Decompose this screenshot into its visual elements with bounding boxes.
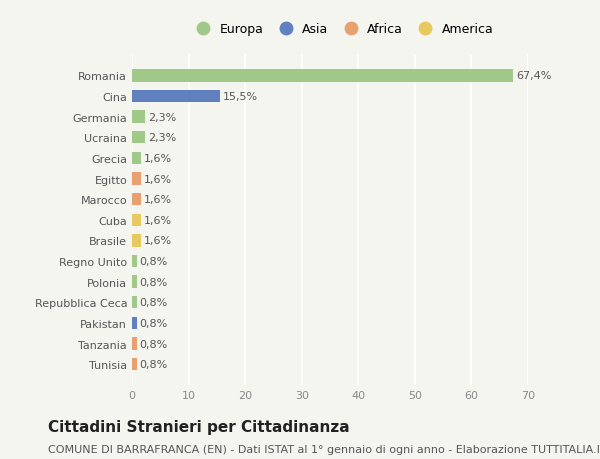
Text: Cittadini Stranieri per Cittadinanza: Cittadini Stranieri per Cittadinanza bbox=[48, 419, 350, 434]
Bar bbox=[132, 111, 145, 123]
Bar bbox=[132, 91, 220, 103]
Text: 67,4%: 67,4% bbox=[516, 71, 551, 81]
Bar bbox=[132, 152, 141, 165]
Text: 0,8%: 0,8% bbox=[139, 318, 167, 328]
Text: 0,8%: 0,8% bbox=[139, 339, 167, 349]
Bar bbox=[132, 132, 145, 144]
Legend: Europa, Asia, Africa, America: Europa, Asia, Africa, America bbox=[185, 18, 498, 41]
Bar bbox=[132, 297, 137, 309]
Text: 0,8%: 0,8% bbox=[139, 257, 167, 267]
Bar bbox=[132, 173, 141, 185]
Text: 1,6%: 1,6% bbox=[144, 154, 172, 163]
Bar bbox=[132, 70, 513, 83]
Text: 0,8%: 0,8% bbox=[139, 359, 167, 369]
Bar bbox=[132, 194, 141, 206]
Text: 1,6%: 1,6% bbox=[144, 174, 172, 184]
Text: 2,3%: 2,3% bbox=[148, 133, 176, 143]
Bar bbox=[132, 214, 141, 226]
Text: 1,6%: 1,6% bbox=[144, 236, 172, 246]
Text: 0,8%: 0,8% bbox=[139, 297, 167, 308]
Text: 15,5%: 15,5% bbox=[223, 92, 257, 102]
Text: 1,6%: 1,6% bbox=[144, 195, 172, 205]
Text: 1,6%: 1,6% bbox=[144, 215, 172, 225]
Bar bbox=[132, 317, 137, 330]
Bar bbox=[132, 276, 137, 288]
Text: 0,8%: 0,8% bbox=[139, 277, 167, 287]
Bar bbox=[132, 338, 137, 350]
Text: COMUNE DI BARRAFRANCA (EN) - Dati ISTAT al 1° gennaio di ogni anno - Elaborazion: COMUNE DI BARRAFRANCA (EN) - Dati ISTAT … bbox=[48, 444, 600, 454]
Text: 2,3%: 2,3% bbox=[148, 112, 176, 123]
Bar bbox=[132, 235, 141, 247]
Bar bbox=[132, 255, 137, 268]
Bar bbox=[132, 358, 137, 370]
